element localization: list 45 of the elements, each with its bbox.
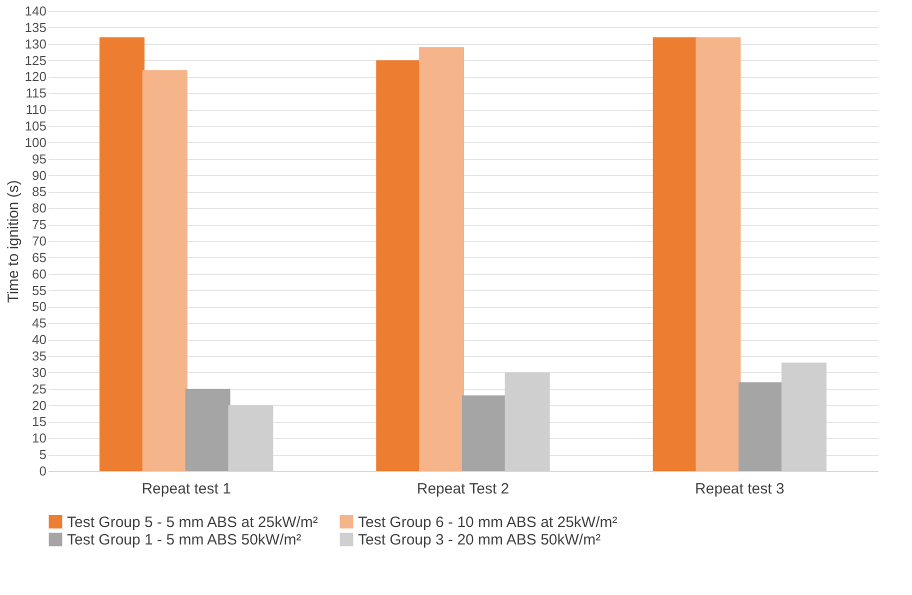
y-tick-label: 20	[32, 398, 46, 413]
y-tick-label: 55	[32, 282, 46, 298]
y-tick-label: 140	[24, 4, 46, 18]
y-tick-label: 115	[26, 86, 46, 101]
y-tick-label: 25	[32, 381, 46, 396]
bar	[462, 395, 507, 471]
y-tick-label: 90	[32, 168, 46, 183]
bar	[696, 37, 741, 471]
y-tick-label: 15	[32, 414, 46, 430]
y-tick-label: 50	[32, 299, 46, 314]
y-tick-label: 75	[32, 217, 46, 232]
y-tick-label: 35	[32, 348, 46, 364]
bar	[376, 60, 422, 471]
legend-label: Test Group 5 - 5 mm ABS at 25kW/m²	[67, 514, 318, 531]
y-tick-label: 80	[32, 200, 46, 216]
y-tick-label: 120	[24, 69, 46, 84]
y-tick-label: 40	[32, 332, 46, 348]
y-tick-label: 125	[24, 52, 46, 68]
bar	[100, 37, 145, 471]
y-tick-label: 135	[24, 20, 46, 35]
bar	[419, 47, 464, 471]
y-tick-label: 95	[32, 151, 46, 166]
y-tick-label: 85	[32, 184, 46, 200]
legend-label: Test Group 6 - 10 mm ABS at 25kW/m²	[358, 514, 618, 531]
y-tick-label: 105	[24, 118, 46, 134]
y-tick-label: 30	[32, 364, 46, 380]
y-tick-label: 45	[32, 316, 46, 331]
y-tick-label: 10	[32, 430, 46, 446]
bar	[652, 37, 698, 471]
y-tick-label: 70	[32, 234, 46, 248]
y-tick-label: 130	[24, 36, 46, 52]
y-tick-label: 60	[32, 266, 46, 282]
x-tick-label: Repeat Test 2	[416, 480, 510, 498]
bar	[142, 70, 188, 471]
legend-label: Test Group 3 - 20 mm ABS 50kW/m²	[358, 532, 601, 548]
y-tick-label: 65	[32, 250, 46, 265]
y-tick-label: 5	[39, 447, 46, 462]
y-tick-label: 100	[24, 134, 46, 150]
x-tick-label: Repeat test 1	[142, 480, 231, 498]
y-tick-label: 0	[39, 464, 46, 478]
x-tick-label: Repeat test 3	[695, 480, 784, 498]
y-tick-label: 110	[26, 102, 46, 118]
legend-label: Test Group 1 - 5 mm ABS 50kW/m²	[67, 532, 302, 548]
bar	[185, 388, 230, 471]
y-axis-title: Time to ignition (s)	[4, 180, 22, 303]
